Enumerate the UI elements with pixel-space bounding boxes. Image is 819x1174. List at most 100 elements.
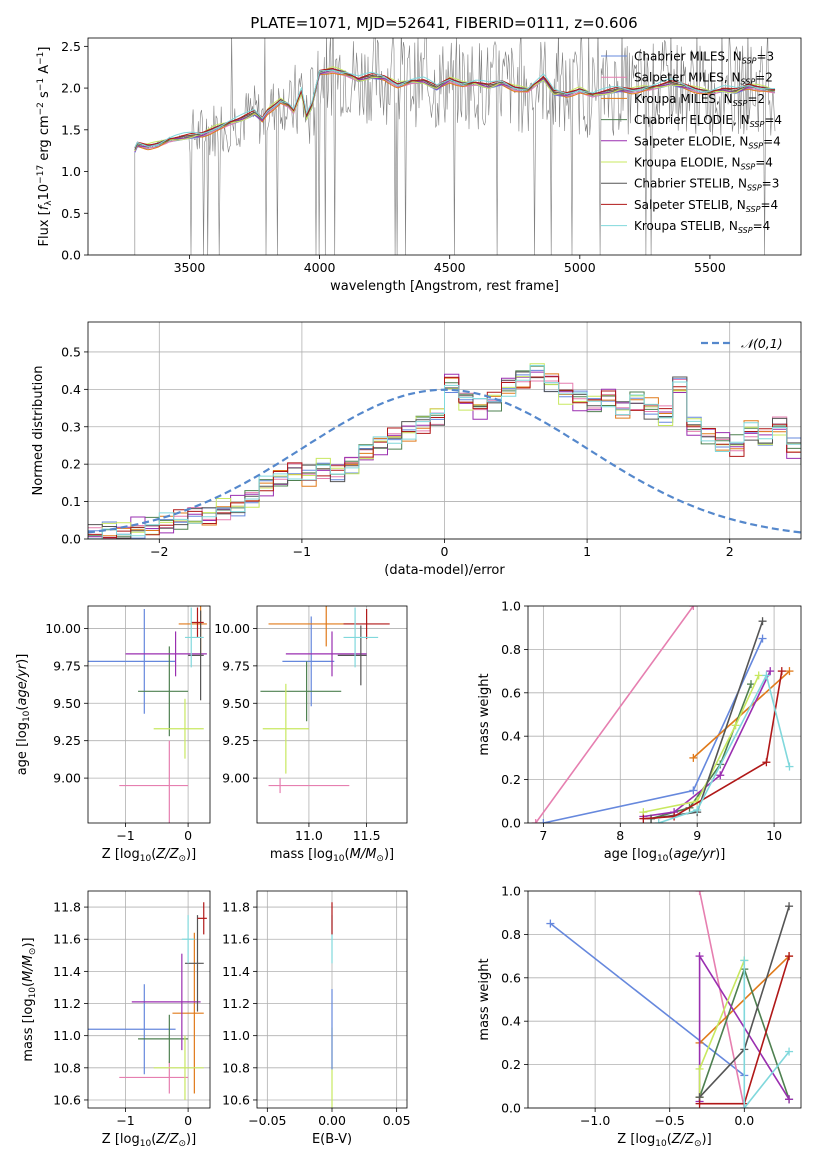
y-tick-label: 0.4 <box>501 1014 521 1029</box>
label-part: 10 <box>657 854 669 864</box>
label-part: ⊙ <box>376 854 384 864</box>
x-tick-label: 8 <box>616 828 624 843</box>
x-tick-label: 7 <box>539 828 547 843</box>
y-tick-label: 0.4 <box>501 729 521 744</box>
legend-name: Kroupa ELODIE, N <box>634 156 741 170</box>
label-part: log <box>120 1132 140 1147</box>
x-tick-label: 0 <box>184 1113 192 1128</box>
label-part: )] <box>15 654 30 664</box>
x-tick-label: 5500 <box>694 260 726 275</box>
y-tick-label: 9.00 <box>53 771 81 786</box>
y-tick-label: 9.50 <box>222 696 250 711</box>
y-tick-label: 0.3 <box>61 419 81 434</box>
x-axis-label: Z [log10(Z/Z⊙)] <box>617 1132 711 1149</box>
y-tick-label: 0.0 <box>501 1101 521 1116</box>
label-part: Normed distribution <box>31 366 46 496</box>
x-tick-label: 5000 <box>564 260 596 275</box>
legend-name: Chabrier ELODIE, N <box>634 113 750 127</box>
label-part: E(B-V) <box>312 1132 352 1147</box>
figure-title: PLATE=1071, MJD=52641, FIBERID=0111, z=0… <box>250 14 637 32</box>
x-tick-label: −2 <box>150 544 168 559</box>
panel-mass_vs_ebv: −0.05 0.00 0.05 10.6 10.8 11.0 11.2 11.4 11.6 11.… <box>222 890 411 1147</box>
x-axis-label: E(B-V) <box>312 1132 352 1147</box>
label-part: 10 <box>140 854 152 864</box>
label-part: )] <box>384 847 394 862</box>
x-tick-label: 0.00 <box>318 1113 346 1128</box>
y-tick-label: 1.0 <box>61 164 81 179</box>
model-line <box>134 66 776 152</box>
label-part: Z/Z <box>155 1132 179 1147</box>
legend-label: 𝒩(0,1) <box>741 336 783 351</box>
y-tick-label: 11.2 <box>222 996 250 1011</box>
x-tick-label: 11.5 <box>353 828 381 843</box>
y-tick-label: 9.75 <box>222 658 250 673</box>
legend-label: Kroupa STELIB, NSSP=4 <box>634 219 770 235</box>
label-part: M/M <box>350 847 377 862</box>
label-part: ] <box>37 47 52 52</box>
panel-spectrum: 3500 4000 4500 5000 5500 0.0 0.5 1.0 1.5 2.0 2.5 wa… <box>36 37 802 294</box>
legend-name: Salpeter STELIB, N <box>634 198 746 212</box>
axes-frame <box>87 890 211 1109</box>
y-tick-label: 0.8 <box>501 927 521 942</box>
weight-lines <box>546 891 794 1108</box>
weight-series-line <box>650 620 764 820</box>
legend-value: =4 <box>755 156 773 170</box>
x-axis-label: wavelength [Angstrom, rest frame] <box>330 279 559 294</box>
y-tick-label: 0.2 <box>61 457 81 472</box>
label-part: )] <box>186 1132 196 1147</box>
y-tick-label: 11.2 <box>53 996 81 1011</box>
label-part: Z/Z <box>671 1132 695 1147</box>
x-axis-label: mass [log10(M/M⊙)] <box>270 847 394 864</box>
x-tick-label: −1 <box>116 828 134 843</box>
axes-frame <box>256 890 408 1109</box>
y-axis-label: mass weight <box>477 958 492 1040</box>
y-tick-label: 0.0 <box>61 532 81 547</box>
errorbars <box>88 902 207 1100</box>
legend-label: Kroupa ELODIE, NSSP=4 <box>634 156 773 172</box>
label-part: λ <box>44 200 54 206</box>
legend-sub: SSP <box>748 141 763 150</box>
y-tick-label: 0.5 <box>61 206 81 221</box>
y-tick-label: 11.6 <box>53 932 81 947</box>
label-part: )] <box>186 847 196 862</box>
x-tick-label: 4000 <box>304 260 336 275</box>
y-tick-label: 0.4 <box>61 382 81 397</box>
label-part: 10 <box>333 854 345 864</box>
weight-series-line <box>698 891 746 1108</box>
spectrum-lines <box>90 38 776 255</box>
residual-histogram <box>88 365 801 539</box>
label-part: age/yr <box>15 662 30 705</box>
legend-value: =3 <box>756 50 774 64</box>
x-axis-label: age [log10(age/yr)] <box>604 847 726 864</box>
weight-series-line <box>643 675 760 813</box>
weight-series-line <box>643 670 771 818</box>
label-part: log <box>21 998 36 1018</box>
x-tick-label: 11.0 <box>295 828 323 843</box>
y-tick-label: 9.25 <box>222 733 250 748</box>
label-part: Z [ <box>102 1132 120 1147</box>
label-part: log <box>635 1132 655 1147</box>
y-tick-label: 10.8 <box>53 1060 81 1075</box>
y-tick-label: 2.0 <box>61 81 81 96</box>
legend-sub: SSP <box>746 205 761 214</box>
y-tick-label: 10.8 <box>222 1060 250 1075</box>
y-axis-label: age [log10(age/yr)] <box>15 654 32 776</box>
label-part: 10 <box>655 1139 667 1149</box>
y-axis-label: mass [log10(M/M⊙)] <box>21 937 38 1061</box>
x-tick-label: 0 <box>184 828 192 843</box>
axes-frame <box>87 321 802 540</box>
y-tick-label: 11.8 <box>53 900 81 915</box>
axes-frame <box>527 890 802 1109</box>
legend-label: Salpeter MILES, NSSP=2 <box>634 71 773 87</box>
y-tick-label: 9.00 <box>222 771 250 786</box>
legend-sub: SSP <box>747 184 762 193</box>
weight-series-line <box>535 606 694 823</box>
label-part: 10 <box>140 1139 152 1149</box>
y-axis-label: mass weight <box>477 673 492 755</box>
y-tick-label: 0.5 <box>61 344 81 359</box>
y-tick-label: 0.0 <box>61 248 81 263</box>
label-part: ( <box>667 1132 672 1147</box>
label-part: log <box>637 847 657 862</box>
legend-value: =2 <box>755 71 773 85</box>
label-part: )] <box>715 847 725 862</box>
